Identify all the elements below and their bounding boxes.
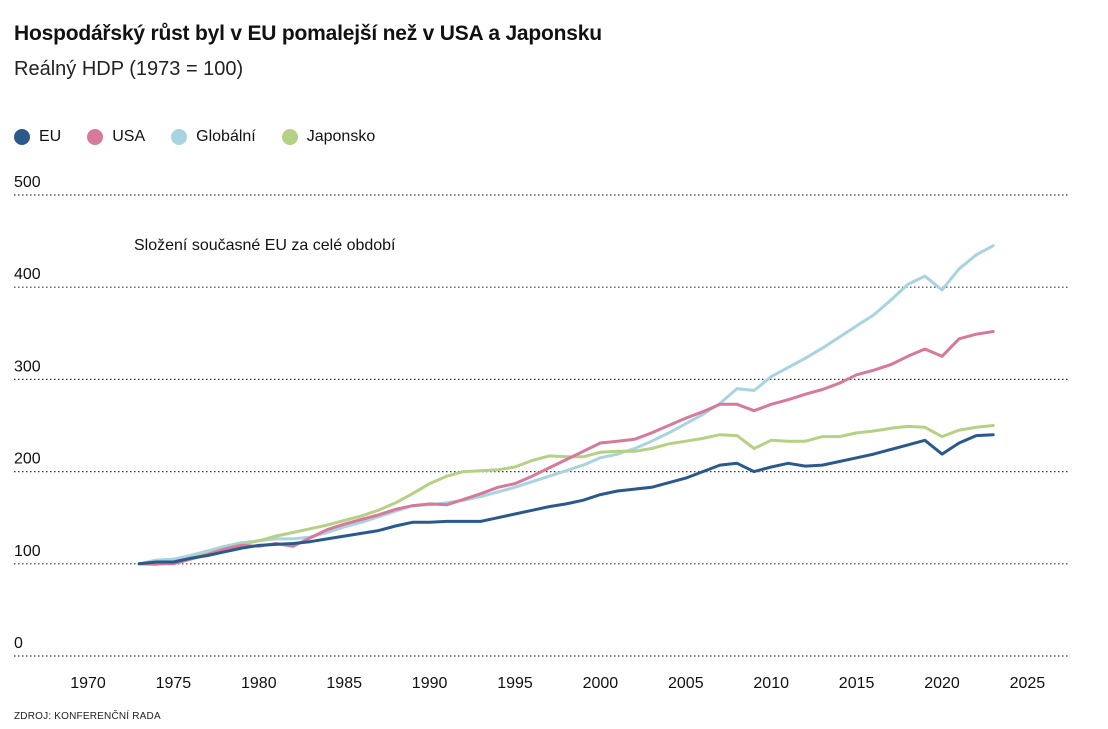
chart-annotation: Složení současné EU za celé období bbox=[134, 237, 396, 254]
legend-label: Japonsko bbox=[306, 128, 376, 145]
legend-item-japonsko: Japonsko bbox=[281, 128, 376, 146]
legend-label: USA bbox=[112, 128, 146, 145]
x-tick-label: 2020 bbox=[924, 675, 960, 692]
series-line-globální bbox=[137, 244, 995, 566]
x-tick-label: 1975 bbox=[156, 675, 192, 692]
x-axis-ticks: 1970 1975 1980 1985 1990 1995 2000 2005 2010 2015… bbox=[70, 675, 1045, 692]
legend-label: Globální bbox=[196, 128, 256, 145]
x-tick-label: 1995 bbox=[497, 675, 533, 692]
x-tick-label: 1980 bbox=[241, 675, 277, 692]
legend-item-eu: EU bbox=[14, 128, 61, 146]
x-tick-label: 2025 bbox=[1010, 675, 1046, 692]
x-tick-label: 2000 bbox=[583, 675, 619, 692]
y-tick-label: 300 bbox=[14, 358, 41, 375]
legend: EU USA Globální Japonsko bbox=[14, 128, 375, 146]
legend-label: EU bbox=[39, 128, 62, 145]
chart-title: Hospodářský růst byl v EU pomalejší než … bbox=[14, 22, 602, 45]
source-note: ZDROJ: KONFERENČNÍ RADA bbox=[14, 711, 161, 722]
x-tick-label: 2005 bbox=[668, 675, 704, 692]
legend-item-globální: Globální bbox=[171, 128, 256, 146]
series-line-eu bbox=[137, 433, 995, 566]
y-tick-label: 500 bbox=[14, 174, 41, 191]
series-lines bbox=[137, 244, 995, 567]
y-tick-label: 200 bbox=[14, 451, 41, 468]
legend-swatch bbox=[87, 129, 104, 145]
legend-item-usa: USA bbox=[87, 128, 145, 146]
y-tick-label: 0 bbox=[14, 635, 23, 652]
y-tick-label: 400 bbox=[14, 266, 41, 283]
x-tick-label: 1990 bbox=[412, 675, 448, 692]
series-line-japonsko bbox=[137, 424, 995, 567]
legend-swatch bbox=[281, 129, 298, 145]
legend-swatch bbox=[14, 129, 30, 145]
x-tick-label: 2010 bbox=[753, 675, 789, 692]
y-axis-ticks: 0 100 200 300 400 500 bbox=[14, 174, 41, 652]
x-tick-label: 1985 bbox=[326, 675, 362, 692]
x-tick-label: 1970 bbox=[70, 675, 106, 692]
y-tick-label: 100 bbox=[14, 543, 41, 560]
x-tick-label: 2015 bbox=[839, 675, 875, 692]
chart-subtitle: Reálný HDP (1973 = 100) bbox=[14, 58, 244, 80]
series-line-usa bbox=[137, 330, 995, 566]
legend-swatch bbox=[171, 129, 188, 145]
